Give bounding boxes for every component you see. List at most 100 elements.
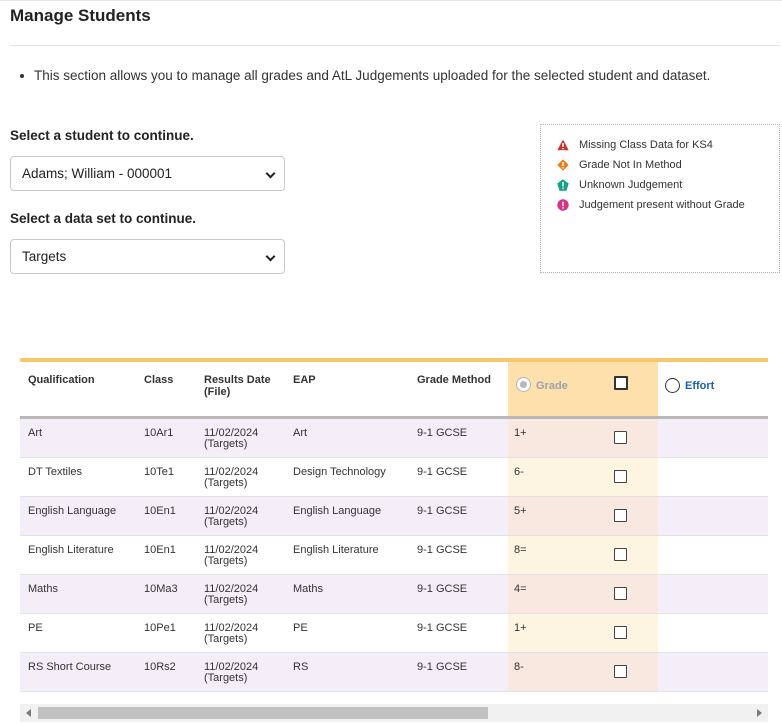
cell-results-date: 11/02/2024 (Targets) <box>204 584 258 606</box>
cell-qualification: Maths <box>28 583 58 595</box>
cell-grade: 6- <box>514 466 524 478</box>
cell-results-date: 11/02/2024 (Targets) <box>204 506 258 528</box>
table-row: Art 10Ar1 11/02/2024 (Targets) Art 9-1 GC… <box>20 419 768 458</box>
grade-cell-bg <box>508 653 658 691</box>
cell-date: 11/02/2024 <box>204 427 259 439</box>
cell-class: 10Ma3 <box>144 583 178 595</box>
dataset-select-label: Select a data set to continue. <box>10 211 197 226</box>
table-accent-bar <box>20 358 768 362</box>
cell-class: 10Te1 <box>144 466 174 478</box>
cell-date: 11/02/2024 <box>204 505 259 517</box>
grade-cell-bg <box>508 419 658 457</box>
header-divider <box>20 416 768 419</box>
row-checkbox[interactable] <box>614 587 627 600</box>
legend-item-grade-not-in-method: Grade Not In Method <box>557 155 779 175</box>
row-checkbox[interactable] <box>614 548 627 561</box>
header-results-date-line1: Results Date <box>204 374 271 386</box>
cell-grade-method: 9-1 GCSE <box>417 622 468 634</box>
legend-item-unknown-judgement: Unknown Judgement <box>557 175 779 195</box>
row-checkbox[interactable] <box>614 470 627 483</box>
cell-results-date: 11/02/2024 (Targets) <box>204 662 258 684</box>
row-checkbox[interactable] <box>614 626 627 639</box>
cell-grade-method: 9-1 GCSE <box>417 583 468 595</box>
grades-table: Qualification Class Results Date (File) … <box>20 358 768 722</box>
warning-triangle-icon <box>557 139 569 151</box>
cell-grade-method: 9-1 GCSE <box>417 427 468 439</box>
cell-file: (Targets) <box>204 438 248 450</box>
info-text: This section allows you to manage all gr… <box>34 68 711 83</box>
cell-date: 11/02/2024 <box>204 661 259 673</box>
grade-cell-bg <box>508 575 658 613</box>
legend-item-missing-class: Missing Class Data for KS4 <box>557 135 779 155</box>
row-checkbox[interactable] <box>614 431 627 444</box>
cell-class: 10Ar1 <box>144 427 174 439</box>
student-select-label: Select a student to continue. <box>10 128 194 143</box>
cell-results-date: 11/02/2024 (Targets) <box>204 428 258 450</box>
header-class: Class <box>144 374 174 386</box>
horizontal-scrollbar[interactable] <box>20 704 768 722</box>
legend-label: Unknown Judgement <box>579 179 683 191</box>
table-row: PE 10Pe1 11/02/2024 (Targets) PE 9-1 GCSE… <box>20 614 768 653</box>
warning-circle-icon <box>557 199 569 211</box>
cell-qualification: English Language <box>28 505 117 517</box>
student-select[interactable]: Adams; William - 000001 <box>10 156 285 191</box>
cell-grade: 8= <box>514 544 527 556</box>
table-row: DT Textiles 10Te1 11/02/2024 (Targets) De… <box>20 458 768 497</box>
cell-grade: 5+ <box>514 505 527 517</box>
cell-class: 10Pe1 <box>144 622 176 634</box>
cell-eap: English Language <box>293 505 382 517</box>
grade-radio[interactable] <box>516 377 531 392</box>
legend-label: Judgement present without Grade <box>579 199 745 211</box>
chevron-down-icon <box>265 168 276 179</box>
cell-eap: RS <box>293 661 309 673</box>
select-all-checkbox[interactable] <box>614 376 628 390</box>
dataset-select[interactable]: Targets <box>10 239 285 274</box>
cell-file: (Targets) <box>204 555 248 567</box>
cell-date: 11/02/2024 <box>204 622 259 634</box>
table-row: English Literature 10En1 11/02/2024 (Targ… <box>20 536 768 575</box>
cell-grade-method: 9-1 GCSE <box>417 544 468 556</box>
cell-eap: English Literature <box>293 544 379 556</box>
table-row: RS Short Course 10Rs2 11/02/2024 (Targets… <box>20 653 768 692</box>
header-grade: Grade <box>536 380 568 392</box>
cell-results-date: 11/02/2024 (Targets) <box>204 545 258 567</box>
header-grade-method: Grade Method <box>417 374 491 386</box>
grade-cell-bg <box>508 497 658 535</box>
cell-results-date: 11/02/2024 (Targets) <box>204 623 258 645</box>
legend-label: Missing Class Data for KS4 <box>579 139 713 151</box>
cell-class: 10Rs2 <box>144 661 176 673</box>
scroll-right-icon[interactable] <box>757 709 762 717</box>
cell-grade-method: 9-1 GCSE <box>417 505 468 517</box>
row-checkbox[interactable] <box>614 665 627 678</box>
header-eap: EAP <box>293 374 316 386</box>
row-checkbox[interactable] <box>614 509 627 522</box>
table-body: Art 10Ar1 11/02/2024 (Targets) Art 9-1 GC… <box>20 419 768 692</box>
grade-cell-bg <box>508 536 658 574</box>
top-border <box>0 0 782 1</box>
scroll-left-icon[interactable] <box>26 709 31 717</box>
cell-file: (Targets) <box>204 516 248 528</box>
chevron-down-icon <box>265 251 276 262</box>
scrollbar-thumb[interactable] <box>38 707 488 719</box>
cell-file: (Targets) <box>204 672 248 684</box>
cell-date: 11/02/2024 <box>204 583 259 595</box>
page-title: Manage Students <box>10 6 151 25</box>
grade-cell-bg <box>508 614 658 652</box>
cell-grade-method: 9-1 GCSE <box>417 466 468 478</box>
effort-radio[interactable] <box>665 378 680 393</box>
cell-grade-method: 9-1 GCSE <box>417 661 468 673</box>
cell-grade: 8- <box>514 661 524 673</box>
legend-box: Missing Class Data for KS4 Grade Not In … <box>540 124 780 273</box>
cell-class: 10En1 <box>144 505 176 517</box>
cell-file: (Targets) <box>204 477 248 489</box>
warning-pentagon-icon <box>557 179 569 191</box>
header-effort: Effort <box>685 380 715 392</box>
dataset-select-value: Targets <box>22 249 67 264</box>
cell-qualification: DT Textiles <box>28 466 83 478</box>
cell-grade: 1+ <box>514 622 527 634</box>
warning-diamond-icon <box>557 159 569 171</box>
cell-eap: PE <box>293 622 308 634</box>
header-results-date: Results Date (File) <box>204 374 271 398</box>
cell-grade: 4= <box>514 583 527 595</box>
header-qualification: Qualification <box>28 374 95 386</box>
